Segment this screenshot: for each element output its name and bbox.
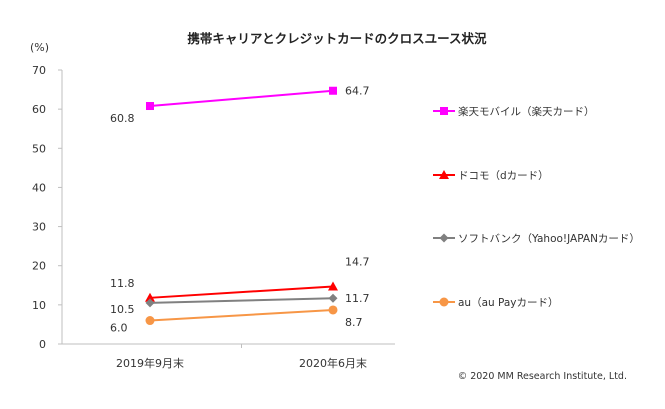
data-point (145, 298, 155, 308)
data-point (146, 102, 154, 111)
series-3: 10.5 11.7 (110, 292, 370, 316)
y-tick-label: 50 (32, 142, 46, 155)
y-tick-label: 70 (32, 64, 46, 77)
y-axis-unit-label: (%) (30, 41, 49, 54)
legend-item: 楽天モバイル（楽天カード） (433, 105, 595, 118)
y-tick-label: 40 (32, 181, 46, 194)
y-tick-label: 0 (39, 338, 46, 351)
legend-item: ソフトバンク（Yahoo!JAPANカード） (433, 233, 640, 245)
series-layer: 60.8 64.7 11.8 14.7 10.5 11.7 6.0 8.7 (110, 85, 370, 335)
y-tick-label: 60 (32, 103, 46, 116)
series-4: 6.0 8.7 (110, 305, 363, 335)
y-tick-label: 30 (32, 221, 46, 234)
data-label: 64.7 (345, 85, 370, 98)
legend-marker (439, 297, 449, 307)
series-line (149, 297, 334, 304)
data-point (328, 281, 338, 291)
data-label: 10.5 (110, 303, 135, 316)
data-label: 60.8 (110, 112, 135, 125)
series-line (149, 89, 334, 108)
x-tick-label: 2020年6月末 (299, 356, 367, 370)
legend-label: ドコモ（dカード） (458, 170, 549, 182)
data-label: 11.7 (345, 292, 370, 305)
y-tick-label: 10 (32, 299, 46, 312)
data-point (145, 316, 155, 326)
series-line (149, 285, 334, 299)
legend-item: au（au Payカード） (433, 297, 559, 309)
legend: 楽天モバイル（楽天カード） ドコモ（dカード） ソフトバンク（Yahoo!JAPAN… (433, 105, 640, 309)
legend-marker (439, 170, 449, 179)
chart-title: 携帯キャリアとクレジットカードのクロスユース状況 (187, 31, 487, 46)
series-line (149, 308, 334, 322)
legend-label: 楽天モバイル（楽天カード） (458, 105, 595, 118)
legend-label: ソフトバンク（Yahoo!JAPANカード） (458, 233, 640, 245)
series-1: 60.8 64.7 (110, 85, 370, 125)
legend-marker (439, 233, 449, 243)
copyright-text: © 2020 MM Research Institute, Ltd. (458, 371, 627, 382)
data-label: 8.7 (345, 316, 363, 329)
data-label: 14.7 (345, 255, 370, 268)
legend-item: ドコモ（dカード） (433, 170, 549, 182)
data-label: 6.0 (110, 322, 128, 335)
series-2: 11.8 14.7 (110, 255, 370, 302)
y-tick-label: 20 (32, 260, 46, 273)
data-point (145, 292, 155, 302)
x-tick-label: 2019年9月末 (116, 356, 184, 370)
data-point (328, 293, 338, 303)
data-point (328, 305, 338, 315)
legend-marker (440, 107, 448, 115)
data-label: 11.8 (110, 277, 135, 290)
axes: 0 10 20 30 40 50 60 70 2019年9月末 2020年6月末 (32, 64, 395, 370)
legend-label: au（au Payカード） (458, 297, 559, 309)
data-point (329, 86, 337, 95)
